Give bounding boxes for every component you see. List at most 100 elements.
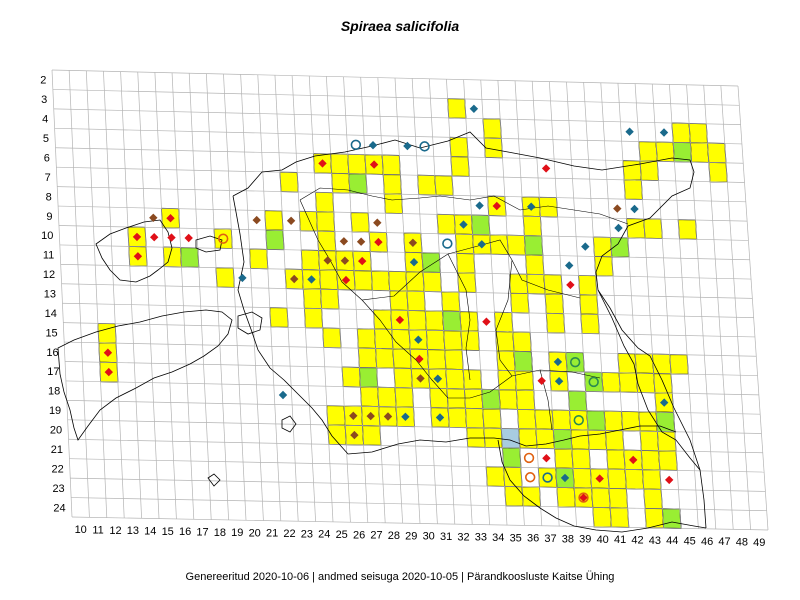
occupied-cell [622, 160, 642, 181]
red-diamond-marker [318, 159, 327, 168]
occupied-cell [457, 272, 477, 293]
grid-line-horizontal [63, 322, 755, 338]
grid-line-horizontal [57, 186, 746, 203]
occupied-cell [383, 193, 404, 215]
occupied-cell-recent [655, 411, 676, 433]
grid-line-horizontal [71, 497, 767, 512]
blue-diamond-marker [435, 413, 445, 422]
occupied-cell [607, 468, 627, 490]
county-borders [299, 187, 629, 431]
occupied-cell [606, 449, 626, 470]
x-tick-label: 30 [423, 531, 435, 543]
occupied-cell [357, 347, 378, 369]
occupied-cell [688, 122, 708, 144]
occupied-cell-other [500, 427, 521, 449]
blue-diamond-marker [659, 128, 669, 137]
occupied-cell [707, 142, 727, 164]
occupied-cell-recent [565, 351, 585, 373]
occupied-cell [462, 369, 483, 390]
occupied-cell [347, 153, 367, 175]
occupied-cell [669, 354, 689, 375]
x-tick-label: 43 [649, 535, 661, 547]
occupied-cell [556, 486, 576, 508]
brown-diamond-marker [286, 216, 296, 225]
y-tick-label: 12 [43, 269, 55, 281]
x-tick-label: 42 [631, 535, 643, 547]
grid-line-vertical [51, 69, 73, 518]
grid-line-vertical [411, 78, 438, 524]
occupied-cell [643, 488, 663, 510]
occupied-cell [405, 271, 425, 292]
brown-diamond-marker [323, 256, 332, 265]
x-tick-label: 44 [666, 535, 678, 547]
grid-line-vertical [428, 78, 456, 525]
grid-line-vertical [703, 85, 734, 530]
red-diamond-marker [579, 493, 588, 502]
x-tick-label: 49 [753, 537, 765, 549]
red-diamond-marker [415, 354, 424, 364]
blue-circle-marker [442, 238, 453, 249]
grid-line-vertical [274, 75, 299, 522]
y-tick-label: 16 [46, 347, 58, 359]
y-tick-label: 20 [50, 425, 62, 437]
occupied-cell [465, 407, 485, 429]
grid-line-vertical [531, 81, 560, 527]
x-tick-label: 25 [336, 529, 348, 541]
blue-diamond-marker [660, 398, 669, 407]
grid-line-vertical [720, 85, 751, 530]
blue-diamond-marker [477, 240, 486, 249]
orange-circle-marker [525, 472, 536, 483]
red-diamond-marker [537, 376, 546, 385]
brown-diamond-marker [356, 237, 366, 246]
occupied-cell [444, 349, 464, 371]
red-diamond-marker [542, 454, 551, 463]
mainland-coastline [232, 131, 707, 529]
x-tick-label: 38 [562, 533, 574, 545]
occupied-cell [424, 310, 445, 331]
y-tick-label: 21 [51, 444, 63, 456]
occupied-cell-recent [471, 214, 491, 236]
blue-diamond-marker [554, 377, 564, 386]
x-tick-label: 15 [162, 526, 174, 538]
x-tick-label: 14 [144, 526, 156, 538]
occupied-cell [389, 290, 409, 311]
blue-diamond-marker [565, 261, 574, 270]
kihnu-island [281, 415, 297, 433]
blue-circle-marker [542, 472, 553, 483]
occupied-cell [463, 388, 484, 410]
occupied-cell [658, 450, 678, 471]
grid-line-horizontal [64, 341, 757, 357]
grid-line-horizontal [71, 516, 769, 531]
y-tick-label: 18 [48, 386, 60, 398]
occupied-cell [429, 387, 449, 409]
x-tick-label: 46 [701, 536, 713, 548]
brown-diamond-marker [373, 218, 382, 227]
red-diamond-marker [395, 315, 405, 325]
grid-line-vertical [377, 77, 403, 524]
red-diamond-marker [103, 348, 113, 357]
x-tick-label: 31 [440, 531, 452, 543]
y-tick-label: 13 [44, 289, 56, 301]
occupied-cell [454, 233, 475, 255]
occupied-cell [434, 175, 454, 196]
blue-diamond-marker [630, 204, 639, 214]
occupied-cell [671, 122, 691, 144]
y-tick-label: 24 [53, 502, 65, 514]
occupied-cell [447, 407, 468, 429]
grid-line-vertical [85, 70, 108, 518]
x-tick-label: 23 [301, 528, 313, 540]
occupied-cell [326, 405, 346, 426]
occupied-cell [618, 372, 639, 393]
blue-circle-marker [350, 139, 362, 151]
brown-diamond-marker [290, 274, 299, 284]
brown-diamond-marker [613, 204, 622, 213]
occupied-cell [377, 386, 397, 408]
x-tick-label: 40 [597, 534, 609, 546]
grid-line-vertical [549, 81, 577, 527]
western-coast [232, 195, 677, 455]
grid-line-vertical [308, 75, 334, 522]
occupied-cell [353, 270, 373, 291]
occupied-cell [642, 469, 662, 490]
occupied-cell [544, 293, 565, 315]
